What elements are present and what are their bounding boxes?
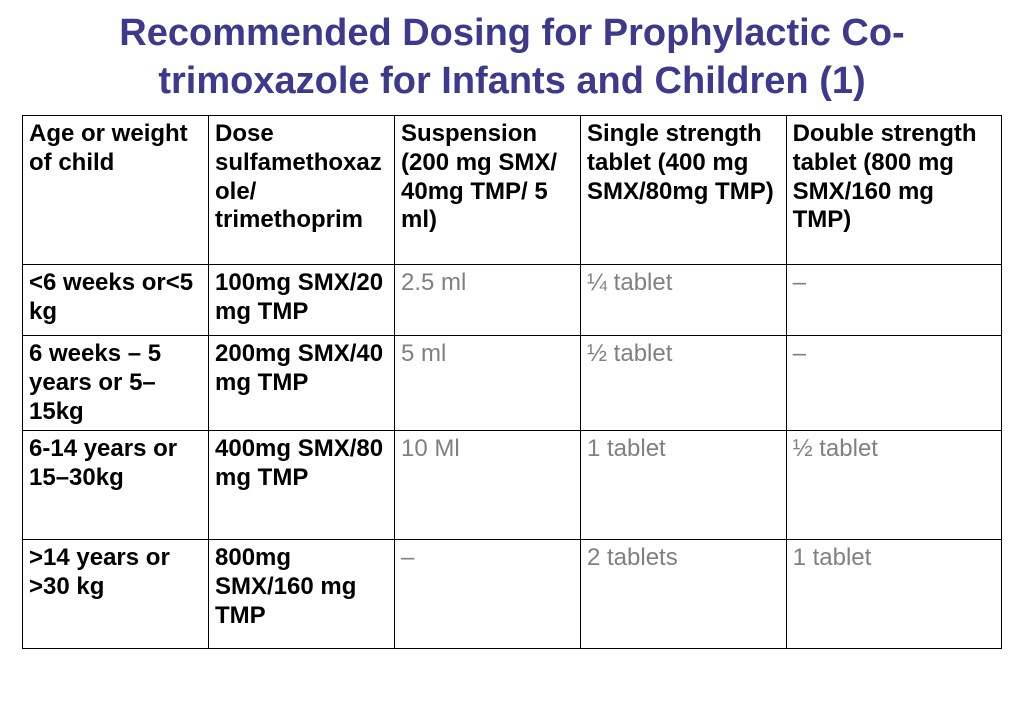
cell-dose: 800mg SMX/160 mg TMP [209, 540, 395, 649]
cell-suspension: 2.5 ml [395, 265, 581, 336]
slide-container: Recommended Dosing for Prophylactic Co-t… [0, 0, 1024, 709]
cell-suspension: – [395, 540, 581, 649]
cell-single: ¼ tablet [581, 265, 787, 336]
cell-dose: 100mg SMX/20 mg TMP [209, 265, 395, 336]
table-row: >14 years or >30 kg 800mg SMX/160 mg TMP… [23, 540, 1002, 649]
dosing-table: Age or weight of child Dose sulfamethoxa… [22, 115, 1002, 649]
table-row: 6-14 years or 15–30kg 400mg SMX/80 mg TM… [23, 431, 1002, 540]
cell-age: <6 weeks or<5 kg [23, 265, 209, 336]
cell-suspension: 5 ml [395, 336, 581, 431]
table-header-row: Age or weight of child Dose sulfamethoxa… [23, 116, 1002, 265]
cell-age: 6-14 years or 15–30kg [23, 431, 209, 540]
col-dose: Dose sulfamethoxazole/ trimethoprim [209, 116, 395, 265]
cell-dose: 200mg SMX/40 mg TMP [209, 336, 395, 431]
col-double: Double strength tablet (800 mg SMX/160 m… [786, 116, 1001, 265]
col-suspension: Suspension (200 mg SMX/ 40mg TMP/ 5 ml) [395, 116, 581, 265]
col-single: Single strength tablet (400 mg SMX/80mg … [581, 116, 787, 265]
cell-age: >14 years or >30 kg [23, 540, 209, 649]
cell-double: 1 tablet [786, 540, 1001, 649]
cell-double: – [786, 265, 1001, 336]
table-row: <6 weeks or<5 kg 100mg SMX/20 mg TMP 2.5… [23, 265, 1002, 336]
col-age: Age or weight of child [23, 116, 209, 265]
cell-double: – [786, 336, 1001, 431]
cell-dose: 400mg SMX/80 mg TMP [209, 431, 395, 540]
cell-double: ½ tablet [786, 431, 1001, 540]
cell-single: ½ tablet [581, 336, 787, 431]
cell-single: 2 tablets [581, 540, 787, 649]
cell-suspension: 10 Ml [395, 431, 581, 540]
page-title: Recommended Dosing for Prophylactic Co-t… [22, 10, 1002, 105]
cell-age: 6 weeks – 5 years or 5–15kg [23, 336, 209, 431]
cell-single: 1 tablet [581, 431, 787, 540]
table-row: 6 weeks – 5 years or 5–15kg 200mg SMX/40… [23, 336, 1002, 431]
